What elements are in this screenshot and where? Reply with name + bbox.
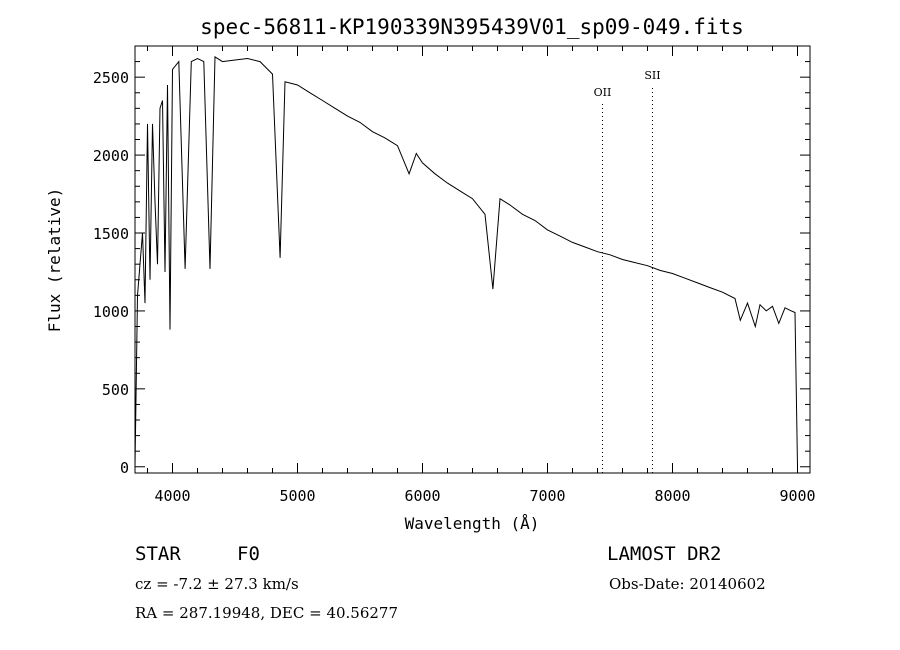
- y-tick-label: 1500: [93, 225, 129, 243]
- x-tick-label: 6000: [404, 487, 440, 505]
- y-axis: 0 500 1000 1500 2000 2500: [93, 61, 810, 477]
- annotation-label: SII: [644, 69, 660, 82]
- x-axis-label: Wavelength (Å): [405, 514, 540, 533]
- object-subclass: F0: [237, 543, 260, 565]
- object-class: STAR: [135, 543, 181, 565]
- y-tick-label: 500: [102, 381, 129, 399]
- y-tick-label: 1000: [93, 303, 129, 321]
- y-axis-label: Flux (relative): [45, 188, 64, 333]
- survey-name: LAMOST DR2: [607, 543, 722, 565]
- y-tick-label: 2500: [93, 69, 129, 87]
- chart-title: spec-56811-KP190339N395439V01_sp09-049.f…: [200, 15, 744, 39]
- spectrum-line: [134, 56, 798, 467]
- observation-date: Obs-Date: 20140602: [609, 575, 766, 593]
- redshift-value: cz = -7.2 ± 27.3 km/s: [135, 575, 299, 593]
- x-axis: 4000 5000 6000 7000 8000 9000: [147, 46, 816, 505]
- annotation-label: OII: [594, 86, 612, 99]
- plot-frame: [134, 45, 811, 474]
- x-tick-label: 7000: [529, 487, 565, 505]
- y-tick-label: 2000: [93, 147, 129, 165]
- y-tick-label: 0: [120, 459, 129, 477]
- x-tick-label: 8000: [654, 487, 690, 505]
- x-tick-label: 5000: [279, 487, 315, 505]
- coordinates: RA = 287.19948, DEC = 40.56277: [135, 604, 399, 622]
- x-tick-label: 4000: [154, 487, 190, 505]
- emission-line-markers: OII SII: [594, 69, 661, 473]
- x-tick-label: 9000: [779, 487, 815, 505]
